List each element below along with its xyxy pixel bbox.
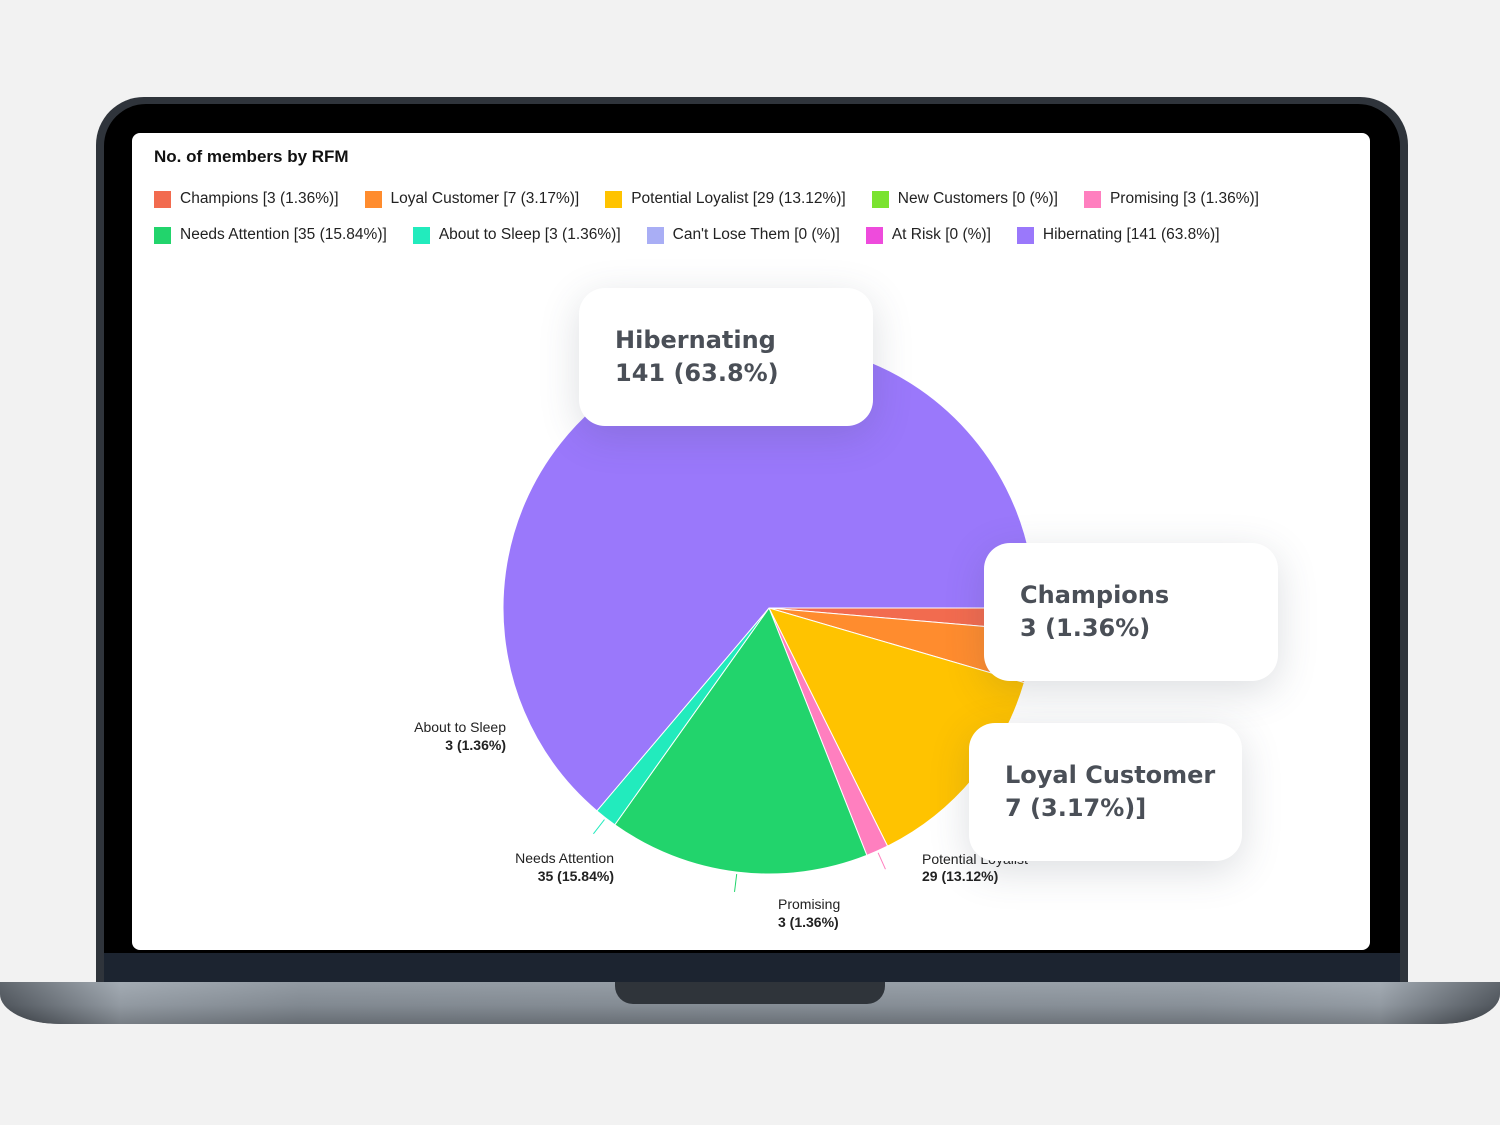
slice-value-potential-loyalist: 29 (13.12%) xyxy=(922,868,998,884)
callout-value: 141 (63.8%) xyxy=(615,359,779,387)
legend-item-loyal-customer[interactable]: Loyal Customer [7 (3.17%)] xyxy=(364,190,580,208)
legend-swatch xyxy=(1016,226,1034,244)
legend-item-new-customers[interactable]: New Customers [0 (%)] xyxy=(871,190,1058,208)
slice-label-promising: Promising xyxy=(778,896,840,912)
legend-label: Loyal Customer [7 (3.17%)] xyxy=(390,190,580,207)
legend-swatch xyxy=(865,226,883,244)
legend-swatch xyxy=(412,226,430,244)
callout-hibernating: Hibernating 141 (63.8%) xyxy=(579,288,873,426)
pie-slice-needs-attention[interactable] xyxy=(614,606,868,875)
legend-label: Champions [3 (1.36%)] xyxy=(180,190,339,207)
legend-swatch xyxy=(154,190,171,208)
leader-line xyxy=(593,819,605,835)
legend-swatch xyxy=(605,190,623,208)
callout-name: Loyal Customer xyxy=(1005,761,1216,789)
legend-label: New Customers [0 (%)] xyxy=(897,190,1058,207)
leader-line xyxy=(877,852,886,870)
slice-value-promising: 3 (1.36%) xyxy=(778,914,839,930)
callout-name: Hibernating xyxy=(615,326,776,354)
legend-label: Potential Loyalist [29 (13.12%)] xyxy=(631,190,846,207)
legend-item-champions[interactable]: Champions [3 (1.36%)] xyxy=(154,190,339,208)
legend-swatch xyxy=(646,226,664,244)
legend-label: Promising [3 (1.36%)] xyxy=(1109,190,1259,207)
legend-swatch xyxy=(154,226,171,244)
laptop-notch xyxy=(615,982,885,1004)
chart-title: No. of members by RFM xyxy=(154,147,349,166)
legend-label: About to Sleep [3 (1.36%)] xyxy=(438,226,621,243)
legend-swatch xyxy=(1083,190,1101,208)
callout-name: Champions xyxy=(1020,581,1170,609)
legend-item-promising[interactable]: Promising [3 (1.36%)] xyxy=(1083,190,1259,208)
callout-value: 7 (3.17%)] xyxy=(1005,794,1147,822)
legend-row-1: Champions [3 (1.36%)] Loyal Customer [7 … xyxy=(154,190,1285,208)
legend-label: Can't Lose Them [0 (%)] xyxy=(672,226,840,243)
callout-value: 3 (1.36%) xyxy=(1020,614,1151,642)
legend-label: Hibernating [141 (63.8%)] xyxy=(1042,226,1220,243)
laptop-chin xyxy=(104,953,1400,983)
callout-champions: Champions 3 (1.36%) xyxy=(984,543,1278,681)
pie-chart: About to Sleep 3 (1.36%) Needs Attention… xyxy=(414,341,1055,930)
legend-item-hibernating[interactable]: Hibernating [141 (63.8%)] xyxy=(1016,226,1220,244)
slice-value-needs-attention: 35 (15.84%) xyxy=(538,868,614,884)
legend-swatch xyxy=(364,190,382,208)
legend-item-at-risk[interactable]: At Risk [0 (%)] xyxy=(865,226,991,244)
leader-line xyxy=(734,873,738,892)
legend-row-2: Needs Attention [35 (15.84%)] About to S… xyxy=(154,226,1246,244)
legend-item-about-to-sleep[interactable]: About to Sleep [3 (1.36%)] xyxy=(412,226,621,244)
legend-item-potential-loyalist[interactable]: Potential Loyalist [29 (13.12%)] xyxy=(605,190,846,208)
legend-swatch xyxy=(871,190,889,208)
slice-label-about-to-sleep: About to Sleep xyxy=(414,719,506,735)
slice-value-about-to-sleep: 3 (1.36%) xyxy=(445,737,506,753)
legend-label: Needs Attention [35 (15.84%)] xyxy=(180,226,387,243)
legend-item-cant-lose-them[interactable]: Can't Lose Them [0 (%)] xyxy=(646,226,840,244)
slice-label-needs-attention: Needs Attention xyxy=(515,850,614,866)
callout-loyal-customer: Loyal Customer 7 (3.17%)] xyxy=(969,723,1242,861)
legend-label: At Risk [0 (%)] xyxy=(891,226,991,243)
legend-item-needs-attention[interactable]: Needs Attention [35 (15.84%)] xyxy=(154,226,387,244)
